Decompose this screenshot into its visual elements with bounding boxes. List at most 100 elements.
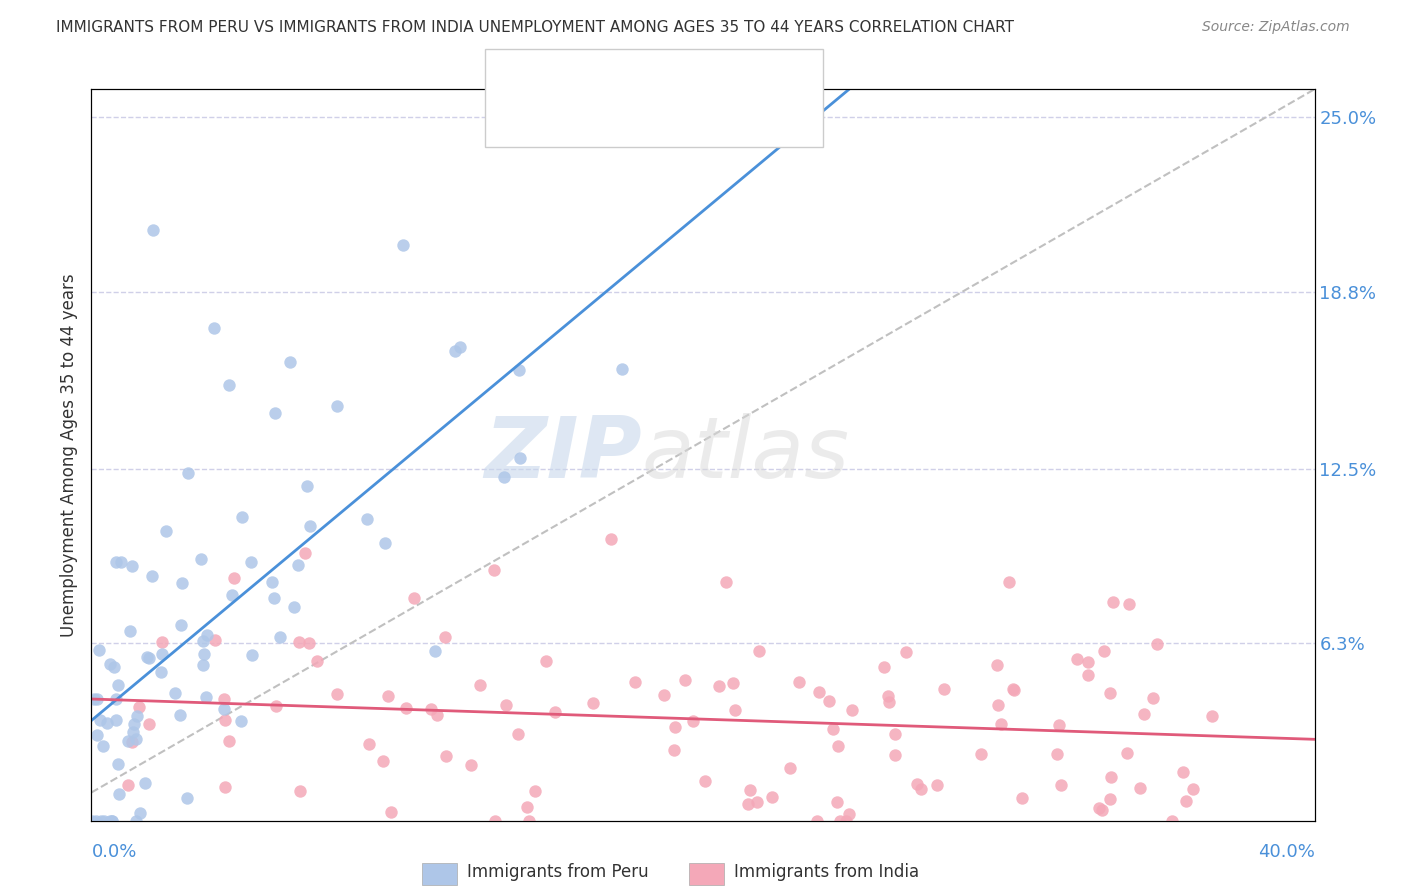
Point	[101, 814, 124, 828]
Point	[905, 777, 928, 791]
Point	[287, 558, 309, 572]
Point	[222, 571, 245, 585]
Point	[423, 644, 446, 658]
Point	[835, 814, 858, 828]
Point	[122, 717, 145, 731]
Point	[828, 814, 851, 828]
Point	[1050, 778, 1073, 792]
Point	[214, 780, 236, 795]
Point	[1002, 683, 1025, 698]
Point	[492, 469, 515, 483]
Point	[262, 575, 284, 590]
Point	[91, 739, 114, 753]
Text: R =  0.289: R = 0.289	[543, 67, 631, 85]
Point	[600, 533, 623, 547]
Point	[214, 713, 236, 727]
Point	[380, 805, 402, 819]
Point	[149, 665, 172, 680]
Point	[745, 795, 768, 809]
Point	[779, 761, 801, 775]
Point	[1011, 791, 1033, 805]
Text: Source: ZipAtlas.com: Source: ZipAtlas.com	[1202, 20, 1350, 34]
Point	[1098, 686, 1121, 700]
Point	[155, 524, 177, 539]
Point	[884, 747, 907, 762]
Point	[434, 630, 457, 644]
Point	[138, 650, 160, 665]
Point	[724, 703, 747, 717]
Point	[231, 510, 253, 524]
Point	[121, 735, 143, 749]
Point	[1091, 803, 1114, 817]
Point	[214, 691, 236, 706]
Point	[1099, 770, 1122, 784]
Text: 0.0%: 0.0%	[91, 843, 136, 861]
Point	[1118, 597, 1140, 611]
Point	[150, 635, 173, 649]
Point	[128, 700, 150, 714]
Text: IMMIGRANTS FROM PERU VS IMMIGRANTS FROM INDIA UNEMPLOYMENT AMONG AGES 35 TO 44 Y: IMMIGRANTS FROM PERU VS IMMIGRANTS FROM …	[56, 20, 1014, 35]
Point	[356, 512, 378, 526]
Point	[264, 699, 287, 714]
Point	[1077, 668, 1099, 682]
Point	[709, 679, 731, 693]
Y-axis label: Unemployment Among Ages 35 to 44 years: Unemployment Among Ages 35 to 44 years	[59, 273, 77, 637]
Point	[932, 681, 955, 696]
Point	[84, 814, 107, 828]
Point	[125, 814, 148, 828]
Point	[737, 797, 759, 811]
Point	[136, 649, 159, 664]
Point	[242, 648, 264, 662]
Point	[117, 778, 139, 792]
Point	[821, 722, 844, 736]
Point	[516, 800, 538, 814]
Point	[987, 698, 1010, 712]
Point	[357, 737, 380, 751]
Point	[141, 568, 163, 582]
Point	[93, 814, 115, 828]
Point	[214, 702, 236, 716]
Point	[395, 700, 418, 714]
Point	[509, 450, 531, 465]
Point	[98, 814, 121, 828]
Point	[434, 749, 457, 764]
Point	[326, 687, 349, 701]
Point	[682, 714, 704, 728]
Point	[817, 694, 839, 708]
Point	[107, 787, 129, 801]
Point	[240, 555, 263, 569]
Point	[652, 688, 675, 702]
Point	[1161, 814, 1184, 828]
Point	[218, 734, 240, 748]
Point	[377, 689, 399, 703]
Point	[693, 774, 716, 789]
Text: N =  80: N = 80	[673, 67, 737, 85]
Point	[1102, 595, 1125, 609]
Point	[191, 634, 214, 648]
Point	[1175, 794, 1198, 808]
Text: 40.0%: 40.0%	[1258, 843, 1315, 861]
Point	[1066, 652, 1088, 666]
Point	[582, 697, 605, 711]
Point	[519, 814, 541, 828]
Point	[121, 558, 143, 573]
Point	[176, 791, 198, 805]
Point	[89, 713, 111, 727]
Point	[420, 702, 443, 716]
Point	[623, 674, 645, 689]
Point	[190, 551, 212, 566]
Point	[1171, 764, 1194, 779]
Point	[288, 634, 311, 648]
Point	[105, 692, 128, 706]
Point	[444, 343, 467, 358]
Point	[990, 717, 1012, 731]
Text: Immigrants from Peru: Immigrants from Peru	[467, 863, 648, 881]
Point	[170, 617, 193, 632]
Point	[134, 776, 156, 790]
Point	[927, 778, 949, 792]
Point	[80, 814, 103, 828]
Point	[426, 708, 449, 723]
Point	[1077, 655, 1099, 669]
Point	[738, 783, 761, 797]
Point	[449, 339, 471, 353]
